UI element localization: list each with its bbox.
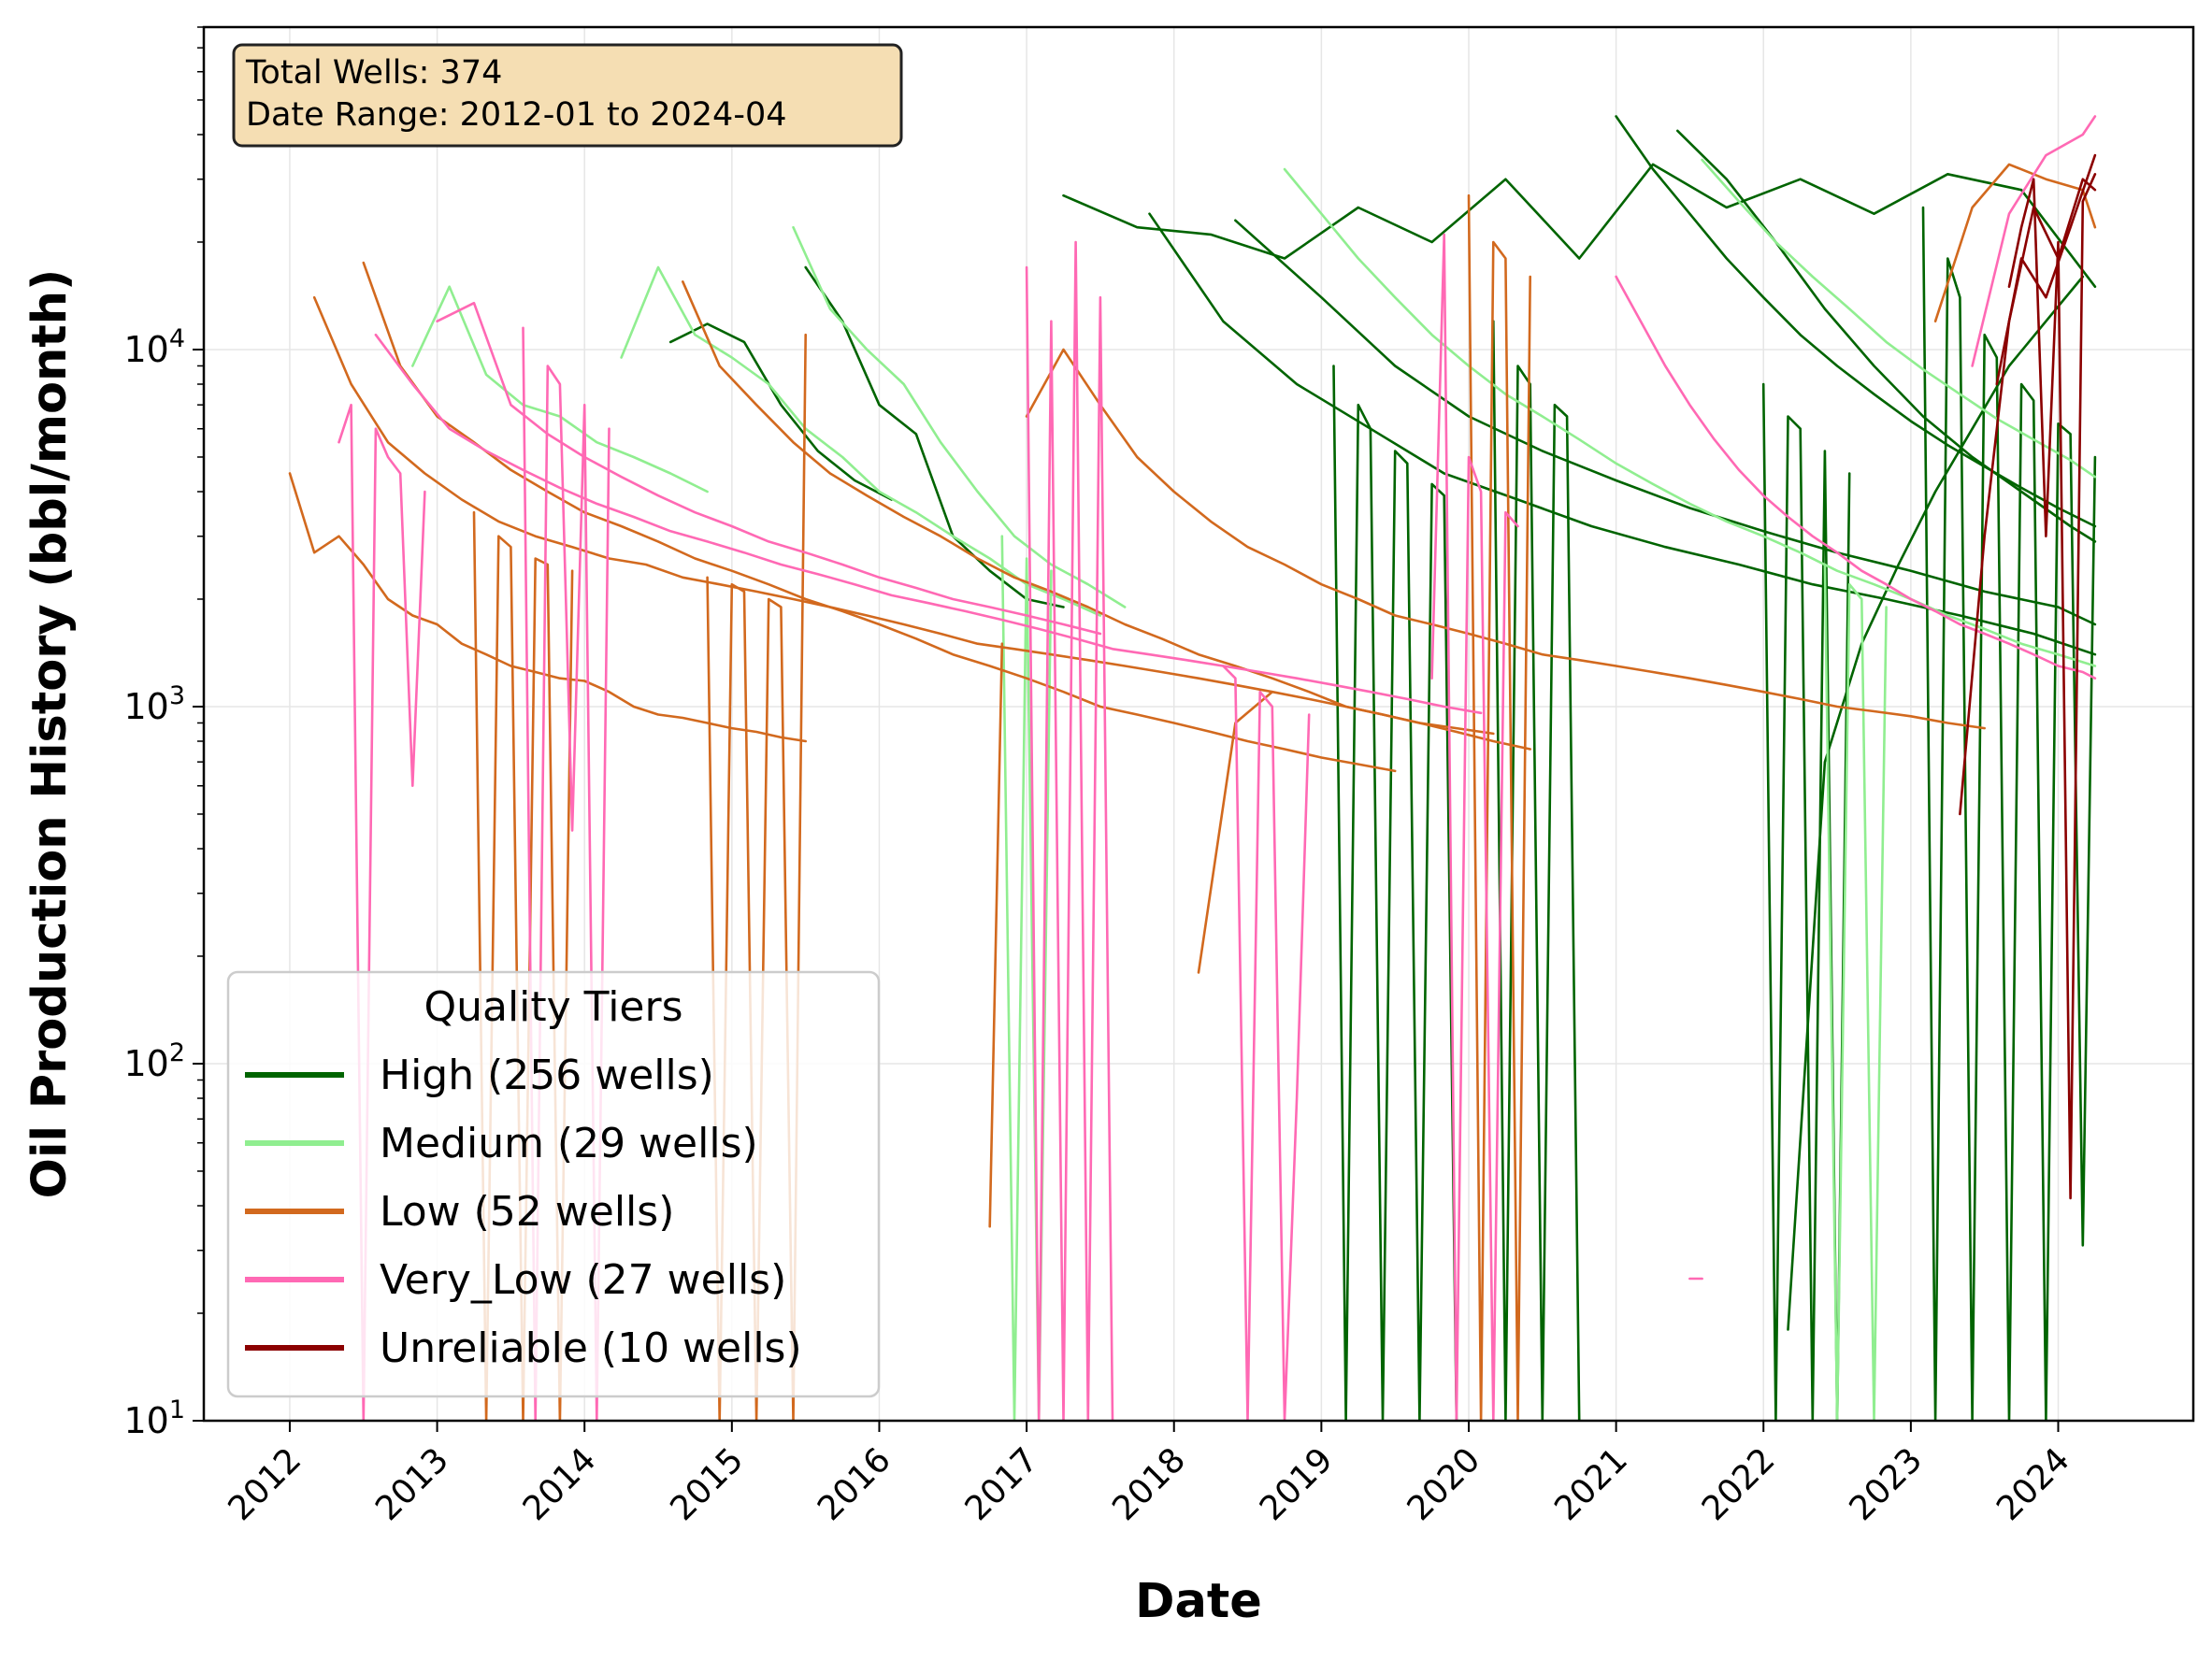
well-line [1222, 665, 1311, 1421]
well-line [1615, 275, 2097, 680]
well-line [1062, 163, 2097, 289]
well-line [1615, 115, 2097, 528]
well-line [1823, 563, 1888, 1421]
y-tick-label: 102 [123, 1038, 185, 1084]
y-axis-label: Oil Production History (bbl/month) [22, 269, 78, 1199]
well-line [792, 225, 1127, 608]
legend-title: Quality Tiers [424, 983, 682, 1031]
well-line [804, 265, 1065, 608]
legend: Quality Tiers High (256 wells) Medium (29… [226, 970, 881, 1398]
well-line [668, 322, 893, 501]
well-line [1971, 115, 2097, 367]
well-line [312, 295, 1495, 736]
date-range-text: Date Range: 2012-01 to 2024-04 [246, 96, 787, 134]
well-line [1025, 240, 1114, 1421]
legend-label: Unreliable (10 wells) [380, 1324, 802, 1372]
well-line [988, 642, 1004, 1228]
y-tick-label: 101 [123, 1395, 185, 1441]
info-annotation: Total Wells: 374 Date Range: 2012-01 to … [232, 43, 903, 148]
total-wells-text: Total Wells: 374 [245, 54, 502, 92]
well-line [338, 403, 426, 1421]
series-very-low [338, 115, 2097, 1421]
well-line [681, 279, 1531, 751]
well-line [374, 333, 1483, 715]
legend-label: High (256 wells) [380, 1052, 714, 1099]
plot-frame [202, 25, 2195, 1423]
well-line [1430, 233, 1519, 1421]
legend-label: Very_Low (27 wells) [380, 1256, 786, 1304]
well-line [288, 472, 808, 743]
well-line [1467, 193, 1531, 1421]
legend-label: Low (52 wells) [380, 1188, 674, 1236]
y-tick-label: 104 [123, 324, 185, 370]
well-line [1492, 320, 1581, 1421]
well-line [1234, 219, 2097, 626]
well-line [1283, 167, 2097, 667]
series-unreliable [1959, 153, 2097, 1200]
well-line [362, 261, 1397, 773]
legend-label: Medium (29 wells) [380, 1120, 758, 1167]
well-line [1025, 348, 1986, 730]
well-line [2007, 173, 2097, 1200]
well-line [1787, 275, 2085, 1331]
x-axis-label: Date [1135, 1574, 1262, 1629]
well-line [1995, 153, 2097, 386]
y-tick-label: 103 [123, 681, 185, 727]
data-lines [288, 115, 2097, 1421]
well-line [1701, 158, 2097, 479]
well-line [1148, 212, 2097, 656]
